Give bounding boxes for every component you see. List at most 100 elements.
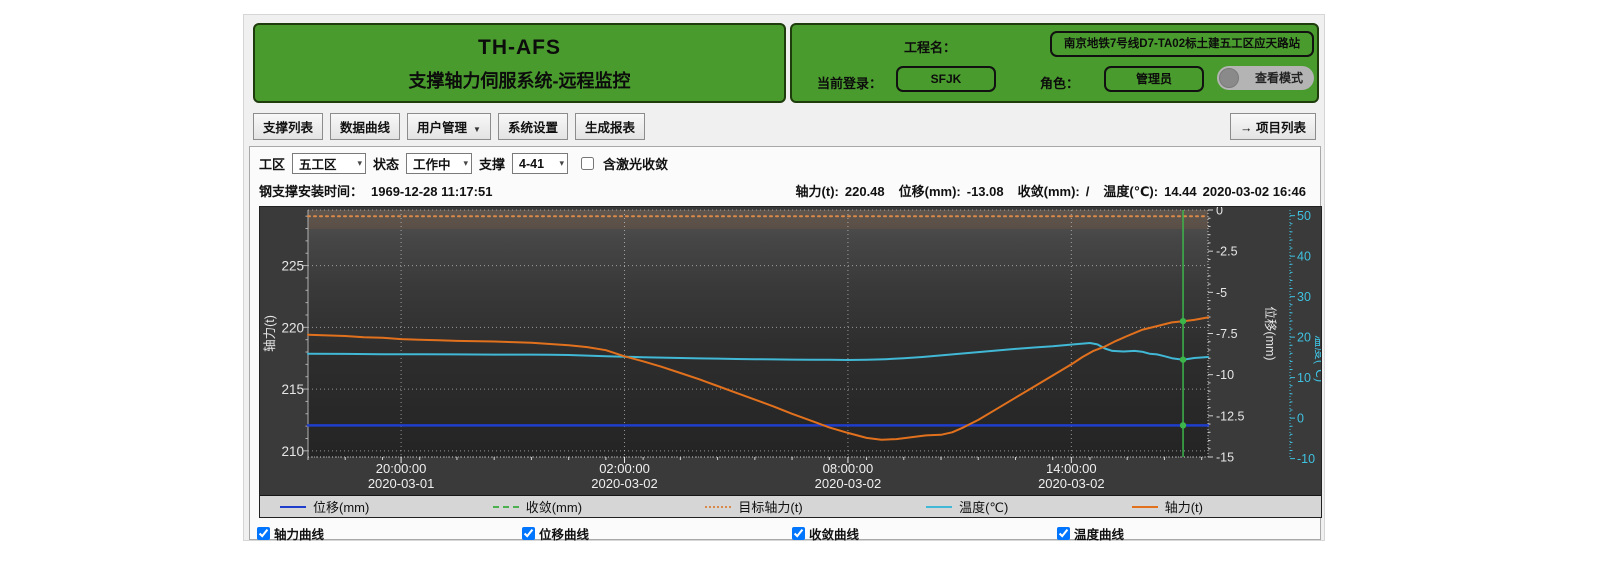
chevron-down-icon: ▼ (473, 125, 481, 134)
toggle-knob-icon (1219, 68, 1239, 88)
legend-line-icon (492, 505, 519, 508)
legend-item: 目标轴力(t) (705, 497, 803, 516)
live-readout: 轴力(t): 220.48 位移(mm): -13.08 收敛(mm): / 温度(℃): 1… (782, 181, 1306, 200)
app-title: TH-AFS (478, 36, 561, 59)
readout-value: -13.08 (966, 184, 1004, 199)
install-time-value: 1969-12-28 11:17:51 (371, 184, 493, 199)
area-label: 工区 (259, 157, 286, 172)
readout-value: 14.44 (1164, 184, 1197, 199)
svg-text:20:00:00: 20:00:00 (376, 461, 427, 476)
project-name-label: 工程名： (904, 40, 957, 55)
legend-line-icon (926, 505, 953, 508)
legend-item: 收敛(mm) (492, 497, 583, 516)
axial-force-curve-checkbox[interactable] (257, 527, 270, 540)
svg-text:-15: -15 (1216, 451, 1234, 465)
svg-text:0: 0 (1216, 207, 1223, 218)
svg-text:-7.5: -7.5 (1216, 327, 1238, 341)
support-label: 支撑 (479, 157, 506, 172)
login-label: 当前登录： (817, 76, 883, 91)
readout-value: 220.48 (844, 184, 885, 199)
svg-text:30: 30 (1297, 290, 1311, 304)
readout-label: 轴力(t): (795, 184, 839, 199)
svg-text:40: 40 (1297, 250, 1311, 264)
svg-text:-5: -5 (1216, 286, 1227, 300)
svg-text:2020-03-02: 2020-03-02 (815, 476, 882, 491)
svg-text:220: 220 (281, 320, 304, 335)
readout-label: 收敛(mm): (1017, 184, 1080, 199)
legend-line-icon (1131, 505, 1158, 508)
support-select[interactable]: 4-41 ▾ (512, 153, 569, 174)
convergence-curve-checkbox[interactable] (792, 527, 805, 540)
chart-legend: 位移(mm) 收敛(mm) 目标轴力(t) 温度(℃) 轴力(t) (260, 495, 1321, 517)
role-box: 管理员 (1104, 66, 1204, 92)
temperature-curve-checkbox[interactable] (1057, 527, 1070, 540)
arrow-right-icon: → (1240, 121, 1253, 135)
curve-toggle-temperature-curve: 温度曲线 (1057, 524, 1124, 543)
chart-widget: 225 220 215 210 轴力(t) 20:00:00 2020-03-01 02:00… (259, 206, 1322, 518)
svg-text:215: 215 (281, 382, 304, 397)
readout-timestamp: 2020-03-02 16:46 (1202, 184, 1306, 199)
menubar: 支撑列表 数据曲线 用户管理 ▼ 系统设置 生成报表 → 项目列表 (253, 113, 1316, 140)
readout-label: 温度(℃): (1103, 184, 1159, 199)
session-panel: 工程名： 南京地铁7号线D7-TA02标土建五工区应天路站 当前登录： SFJK… (790, 23, 1319, 103)
svg-text:2020-03-02: 2020-03-02 (591, 476, 658, 491)
view-mode-label: 查看模式 (1254, 71, 1303, 85)
svg-text:2020-03-02: 2020-03-02 (1038, 476, 1105, 491)
project-name-box: 南京地铁7号线D7-TA02标土建五工区应天路站 (1050, 31, 1314, 57)
support-select-value: 4-41 (519, 156, 545, 171)
project-list-button[interactable]: → 项目列表 (1230, 113, 1316, 140)
svg-text:2020-03-01: 2020-03-01 (368, 476, 435, 491)
svg-text:225: 225 (281, 259, 304, 274)
legend-item: 轴力(t) (1131, 497, 1203, 516)
laser-convergence-label: 含激光收敛 (603, 157, 669, 172)
legend-line-icon (280, 505, 306, 508)
menu-button-user-management[interactable]: 用户管理 ▼ (407, 113, 491, 140)
svg-text:位移(mm): 位移(mm) (1263, 306, 1278, 360)
svg-text:-10: -10 (1297, 452, 1315, 466)
svg-text:-10: -10 (1216, 368, 1234, 382)
legend-label: 收敛(mm) (525, 500, 583, 515)
svg-text:温度(℃): 温度(℃) (1313, 335, 1321, 382)
svg-text:50: 50 (1297, 209, 1311, 223)
svg-text:-12.5: -12.5 (1216, 409, 1245, 423)
install-time: 钢支撑安装时间： 1969-12-28 11:17:51 (259, 181, 492, 200)
curve-toggle-convergence-curve: 收敛曲线 (792, 524, 859, 543)
axial-force-curve-label: 轴力曲线 (274, 528, 325, 542)
legend-label: 轴力(t) (1164, 500, 1203, 515)
filter-row: 工区 五工区 ▾ 状态 工作中 ▾ 支撑 4-41 ▾ 含激光收敛 (259, 153, 668, 174)
menu-button-data-curve[interactable]: 数据曲线 (330, 113, 401, 140)
view-mode-toggle[interactable]: 查看模式 (1217, 66, 1314, 90)
svg-text:10: 10 (1297, 371, 1311, 385)
legend-item: 温度(℃) (926, 497, 1008, 516)
curve-toggle-axial-force-curve: 轴力曲线 (257, 524, 324, 543)
readout-value: / (1085, 184, 1090, 199)
status-label: 状态 (373, 157, 400, 172)
menu-button-system-settings[interactable]: 系统设置 (497, 113, 568, 140)
menu-button-support-list[interactable]: 支撑列表 (253, 113, 324, 140)
svg-text:08:00:00: 08:00:00 (823, 461, 874, 476)
menu-button-generate-report[interactable]: 生成报表 (574, 113, 645, 140)
menu-buttons: 支撑列表 数据曲线 用户管理 ▼ 系统设置 生成报表 (253, 113, 652, 140)
app-subtitle: 支撑轴力伺服系统-远程监控 (408, 71, 631, 91)
chevron-down-icon: ▾ (357, 158, 363, 168)
displacement-curve-label: 位移曲线 (539, 528, 590, 542)
svg-text:20: 20 (1297, 331, 1311, 345)
chevron-down-icon: ▾ (559, 158, 565, 168)
laser-convergence-checkbox[interactable] (581, 157, 595, 170)
displacement-curve-checkbox[interactable] (522, 527, 535, 540)
project-list-label: 项目列表 (1255, 121, 1306, 135)
legend-label: 目标轴力(t) (738, 500, 803, 515)
role-label: 角色： (1040, 76, 1080, 91)
app-window: TH-AFS 支撑轴力伺服系统-远程监控 工程名： 南京地铁7号线D7-TA02… (243, 14, 1325, 543)
install-time-label: 钢支撑安装时间： (259, 184, 364, 199)
area-select-value: 五工区 (299, 158, 337, 172)
convergence-curve-label: 收敛曲线 (809, 528, 860, 542)
area-select[interactable]: 五工区 ▾ (292, 153, 367, 174)
legend-line-icon (705, 505, 732, 508)
status-select[interactable]: 工作中 ▾ (406, 153, 473, 174)
svg-text:210: 210 (281, 444, 304, 459)
legend-label: 温度(℃) (959, 500, 1009, 515)
temperature-curve-label: 温度曲线 (1074, 528, 1125, 542)
status-select-value: 工作中 (413, 158, 451, 172)
